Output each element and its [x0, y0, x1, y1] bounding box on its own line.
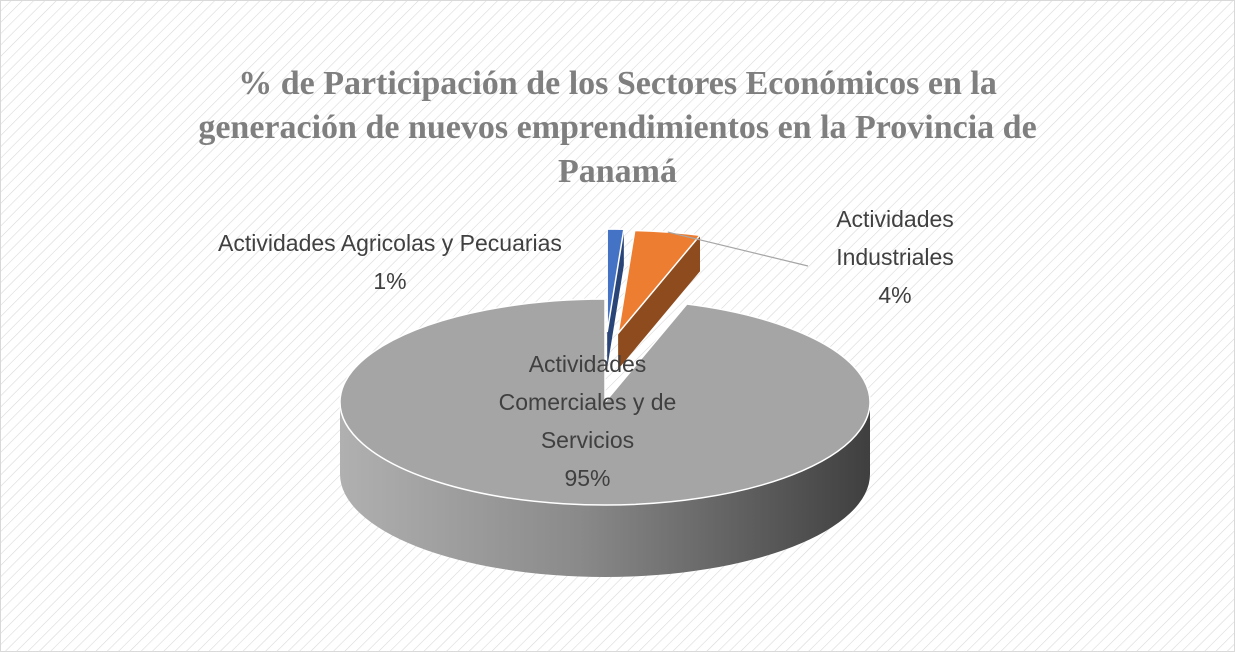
slice-side	[607, 229, 624, 369]
pie	[339, 228, 871, 577]
slice-side	[340, 402, 870, 577]
data-label: Actividades Comerciales y de Servicios 95…	[470, 345, 705, 497]
label-value: 95%	[564, 465, 611, 491]
data-label: Actividades Industriales 4%	[800, 200, 990, 314]
label-value: 1%	[373, 268, 407, 294]
chart-title: % de Participación de los Sectores Econó…	[198, 65, 1037, 190]
label-value: 4%	[878, 282, 912, 308]
data-label: Actividades Agricolas y Pecuarias 1%	[160, 224, 620, 300]
label-name: Actividades Comerciales y de Servicios	[498, 351, 677, 453]
leader-line	[667, 231, 809, 267]
slice	[616, 229, 702, 336]
slice-side	[618, 235, 701, 370]
slice	[606, 228, 625, 333]
label-name: Actividades Agricolas y Pecuarias	[218, 230, 562, 256]
label-name: Actividades Industriales	[836, 206, 954, 270]
slice	[339, 298, 871, 506]
